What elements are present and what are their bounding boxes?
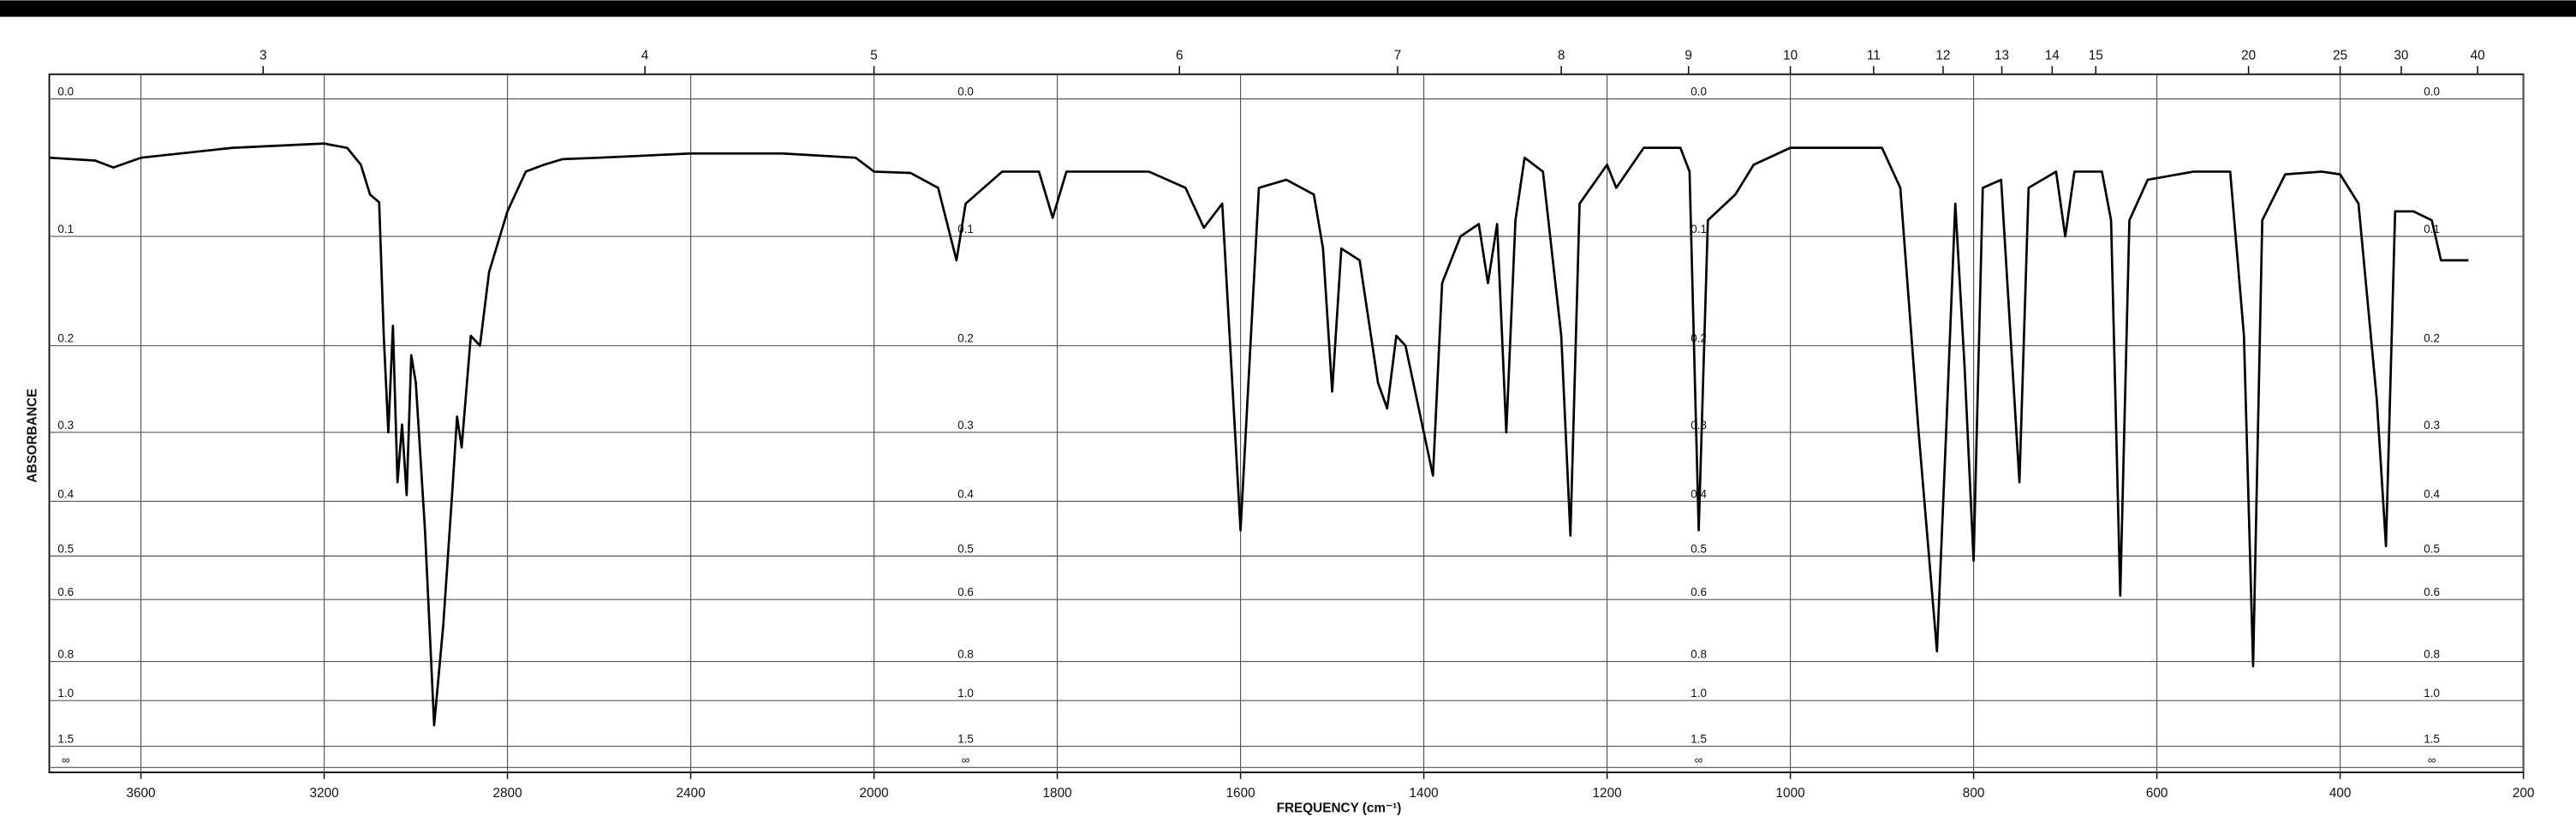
y-tick-label: ∞ — [62, 754, 70, 766]
y-tick-label: 0.0 — [1690, 85, 1707, 98]
y-tick-label: ∞ — [962, 754, 970, 766]
y-tick-label: 0.0 — [57, 85, 74, 98]
x2-tick-label: 8 — [1558, 49, 1565, 63]
x-tick-label: 2400 — [677, 786, 706, 801]
x2-tick-label: 14 — [2045, 49, 2060, 63]
y-tick-label: 0.5 — [957, 542, 974, 555]
y-tick-label: 0.6 — [1690, 586, 1707, 599]
x2-tick-label: 30 — [2394, 49, 2408, 63]
x-tick-label: 3600 — [126, 786, 155, 801]
y-tick-label: ∞ — [1695, 754, 1703, 766]
x2-tick-label: 7 — [1394, 49, 1402, 63]
x-tick-label: 600 — [2146, 786, 2168, 801]
x2-tick-label: 10 — [1783, 49, 1798, 63]
y-tick-label: 0.1 — [57, 223, 74, 235]
x-axis-label: FREQUENCY (cm⁻¹) — [1277, 801, 1402, 815]
y-tick-label: 0.1 — [2424, 223, 2440, 235]
y-tick-label: 0.6 — [957, 586, 974, 599]
x-tick-label: 1400 — [1410, 786, 1439, 801]
y-tick-label: 0.8 — [57, 647, 74, 660]
y-tick-label: 0.6 — [57, 586, 74, 599]
x-tick-label: 1000 — [1776, 786, 1805, 801]
y-tick-label: 0.3 — [57, 419, 74, 432]
y-tick-label: 1.5 — [957, 732, 974, 745]
x2-tick-label: 5 — [870, 49, 878, 63]
y-tick-label: 0.6 — [2424, 586, 2440, 599]
y-tick-label: 1.0 — [1690, 687, 1707, 700]
y-tick-label: 1.5 — [1690, 732, 1707, 745]
x-tick-label: 800 — [1963, 786, 1985, 801]
x2-tick-label: 12 — [1935, 49, 1950, 63]
x2-tick-label: 4 — [641, 49, 649, 63]
x-tick-label: 1800 — [1043, 786, 1072, 801]
y-tick-label: 0.3 — [1690, 419, 1707, 432]
x-tick-label: 1600 — [1226, 786, 1255, 801]
y-tick-label: 0.4 — [57, 487, 74, 500]
y-tick-label: 1.5 — [57, 732, 74, 745]
scan-band — [0, 0, 2576, 17]
x2-tick-label: 40 — [2471, 49, 2485, 63]
x-tick-label: 2000 — [860, 786, 889, 801]
y-tick-label: 0.8 — [1690, 647, 1707, 660]
x-tick-label: 2800 — [493, 786, 522, 801]
y-tick-label: 0.5 — [1690, 542, 1707, 555]
x2-tick-label: 6 — [1176, 49, 1184, 63]
y-tick-label: 0.2 — [957, 332, 974, 345]
y-tick-label: 0.4 — [2424, 487, 2440, 500]
y-tick-label: 0.5 — [57, 542, 74, 555]
x-tick-label: 200 — [2513, 786, 2535, 801]
x2-tick-label: 15 — [2089, 49, 2103, 63]
y-tick-label: 0.3 — [2424, 419, 2440, 432]
y-tick-label: 0.8 — [957, 647, 974, 660]
y-tick-label: 0.4 — [957, 487, 974, 500]
spectrum-line — [49, 142, 2469, 727]
y-tick-label: ∞ — [2428, 754, 2436, 766]
y-tick-label: 0.8 — [2424, 647, 2440, 660]
x2-tick-label: 11 — [1867, 49, 1881, 63]
y-tick-label: 0.5 — [2424, 542, 2440, 555]
y-tick-label: 0.2 — [57, 332, 74, 345]
y-tick-label: 0.2 — [2424, 332, 2440, 345]
x2-tick-label: 9 — [1685, 49, 1692, 63]
x2-tick-label: 3 — [259, 49, 267, 63]
y-tick-label: 1.0 — [57, 687, 74, 700]
x-tick-label: 3200 — [310, 786, 339, 801]
x2-tick-label: 13 — [1995, 49, 2009, 63]
y-tick-label: 0.0 — [957, 85, 974, 98]
y-tick-label: 0.0 — [2424, 85, 2440, 98]
y-axis-label: ABSORBANCE — [25, 389, 39, 483]
x2-tick-label: 25 — [2333, 49, 2347, 63]
y-tick-label: 0.1 — [1690, 223, 1707, 235]
y-tick-label: 1.0 — [2424, 687, 2440, 700]
x2-tick-label: 20 — [2241, 49, 2256, 63]
x-tick-label: 400 — [2329, 786, 2352, 801]
y-tick-label: 1.5 — [2424, 732, 2440, 745]
y-tick-label: 0.3 — [957, 419, 974, 432]
y-tick-label: 1.0 — [957, 687, 974, 700]
x-tick-label: 1200 — [1593, 786, 1622, 801]
